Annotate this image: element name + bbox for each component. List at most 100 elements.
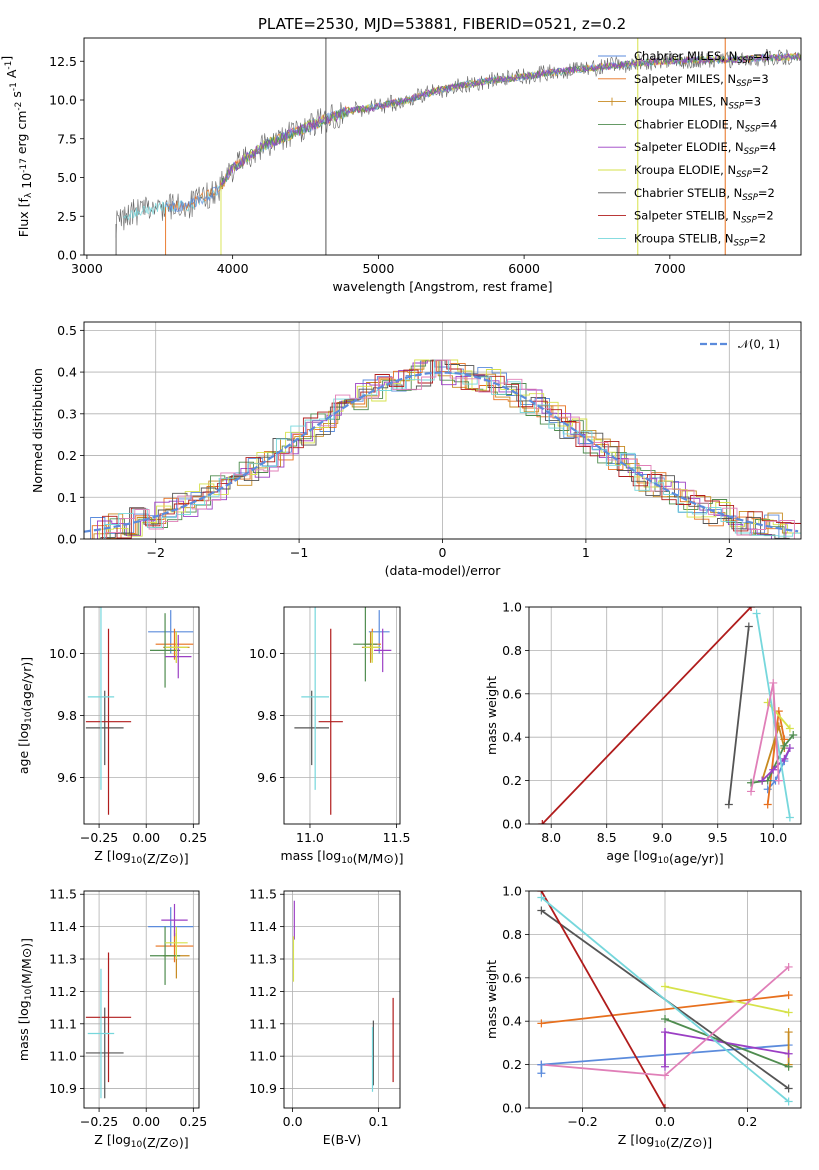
errorbar-salpeter_stelib: [85, 952, 132, 1083]
errorbar-kroupa_elodie: [165, 631, 188, 663]
errorbar-kroupa_stelib: [301, 607, 330, 790]
point-marker: [785, 744, 794, 753]
point-marker: [784, 962, 793, 971]
x-tick-label: −0.25: [80, 1114, 118, 1129]
legend-item: Kroupa ELODIE, NSSP=2: [598, 163, 769, 180]
y-tick-label: 9.6: [57, 770, 77, 785]
point-marker: [661, 1015, 669, 1024]
x-tick-label: −0.25: [80, 830, 118, 845]
legend-label: 𝒩(0, 1): [738, 337, 780, 351]
legend-label: Salpeter MILES, NSSP=3: [634, 72, 769, 89]
y-tick-label: 0.4: [502, 1014, 522, 1029]
legend-label: Salpeter STELIB, NSSP=2: [634, 209, 774, 226]
y-tick-label: 10.0: [249, 646, 277, 661]
x-tick-label: 0.1: [369, 1114, 389, 1129]
y-tick-label: 0.5: [57, 323, 77, 338]
point-marker: [784, 1062, 793, 1071]
y-tick-label: 0.8: [502, 927, 522, 942]
point-marker: [537, 893, 546, 902]
point-marker: [537, 1060, 546, 1069]
x-axis-label: wavelength [Angstrom, rest frame]: [332, 279, 552, 294]
x-tick-label: 11.5: [383, 830, 411, 845]
point-marker: [784, 991, 793, 1000]
y-tick-label: 9.8: [57, 708, 77, 723]
x-tick-label: 0.00: [132, 830, 160, 845]
y-tick-label: 0.4: [502, 730, 522, 745]
x-tick-label: 0.25: [179, 1114, 207, 1129]
legend-item: Chabrier ELODIE, NSSP=4: [598, 117, 777, 134]
errorbar-kroupa_stelib: [87, 607, 115, 790]
x-axis-label: E(B-V): [323, 1132, 362, 1147]
mass-vs-Z-panel: −0.25 0.00 0.25 10.9 11.0 11.1 11.2 11.3 11.4 11.…: [16, 887, 207, 1150]
mass-vs-ebv-panel: 0.0 0.1 10.9 11.0 11.1 11.2 11.3 11.4 11.5 E(B-V): [249, 887, 401, 1147]
point-marker: [661, 1071, 669, 1080]
y-tick-label: 11.4: [249, 919, 277, 934]
y-axis-label: mass [log10(M/M⊙)]: [16, 938, 34, 1061]
point-marker: [661, 982, 669, 991]
x-axis-label: (data-model)/error: [385, 563, 502, 578]
x-tick-label: −0.2: [567, 1114, 597, 1129]
point-marker: [785, 724, 794, 733]
line-kroupa_stelib: [752, 609, 794, 822]
point-marker: [661, 1028, 669, 1037]
legend-label: Chabrier MILES, NSSP=4: [634, 49, 770, 66]
errorbar-salpeter_elodie: [161, 903, 188, 937]
histogram-salpeter_stelib: [88, 359, 801, 539]
y-tick-label: 1.0: [502, 884, 522, 899]
line-kroupa_elodie: [661, 982, 793, 1017]
legend-label: Chabrier ELODIE, NSSP=4: [634, 117, 777, 134]
x-tick-label: 8.5: [597, 830, 617, 845]
y-tick-label: 10.0: [49, 646, 77, 661]
errorbar-chabrier_elodie: [353, 607, 378, 682]
point-marker: [752, 609, 761, 618]
y-tick-label: 5.0: [57, 170, 77, 185]
y-tick-label: 1.0: [502, 600, 522, 615]
x-tick-label: −1: [290, 545, 308, 560]
point-marker: [537, 1069, 546, 1078]
y-tick-label: 0.6: [502, 970, 522, 985]
errorbar-chabrier_miles: [148, 907, 194, 947]
x-axis-label: mass [log10(M/M⊙)]: [280, 848, 403, 866]
y-tick-label: 0.8: [502, 643, 522, 658]
line-chabrier_elodie: [747, 731, 798, 787]
normal-curve: [84, 371, 799, 533]
y-axis-label: mass weight: [484, 960, 499, 1039]
x-tick-label: 3000: [71, 261, 103, 276]
plot-area: [84, 359, 801, 539]
y-axis-label: mass weight: [484, 676, 499, 755]
y-tick-label: 12.5: [49, 54, 77, 69]
point-marker: [784, 1049, 793, 1058]
y-tick-label: 0.0: [502, 1101, 522, 1116]
x-tick-label: 9.0: [652, 830, 672, 845]
plot-area: [115, 38, 801, 255]
errorbar-kroupa_stelib: [87, 968, 115, 1099]
age-vs-Z-panel: −0.25 0.00 0.25 9.6 9.8 10.0 Z [log10(Z/Z⊙)] ag…: [16, 606, 207, 866]
point-marker: [769, 765, 778, 774]
plot-area: [85, 607, 194, 815]
line-chabrier_miles: [537, 1060, 546, 1078]
point-marker: [747, 787, 756, 796]
errorbar-chabrier_stelib: [294, 690, 330, 766]
legend-label: Kroupa ELODIE, NSSP=2: [634, 163, 769, 180]
histogram-panel: −2 −1 0 1 2 0.0 0.1 0.2 0.3 0.4 0.5 (data-model)/er…: [30, 321, 802, 578]
point-marker: [780, 741, 789, 750]
y-tick-label: 0.0: [57, 248, 77, 263]
point-marker: [784, 1028, 793, 1037]
massweight-vs-Z-panel: −0.2 0.0 0.2 0.0 0.2 0.4 0.6 0.8 1.0 Z [log10(Z/Z…: [484, 884, 802, 1150]
y-tick-label: 0.6: [502, 686, 522, 701]
plot-area: [85, 903, 194, 1099]
legend-label: Salpeter ELODIE, NSSP=4: [634, 140, 776, 157]
y-tick-label: 0.2: [502, 1057, 522, 1072]
x-tick-label: 0.0: [283, 1114, 303, 1129]
point-marker: [537, 906, 546, 915]
y-tick-label: 10.9: [249, 1081, 277, 1096]
point-marker: [785, 813, 794, 822]
line-path: [750, 734, 794, 784]
point-marker: [538, 820, 547, 824]
errorbar-salpeter_stelib: [318, 628, 343, 815]
histogram-pink: [91, 359, 801, 539]
x-tick-label: 6000: [508, 261, 540, 276]
plot-area: [292, 900, 394, 1092]
y-tick-label: 0.3: [57, 406, 77, 421]
